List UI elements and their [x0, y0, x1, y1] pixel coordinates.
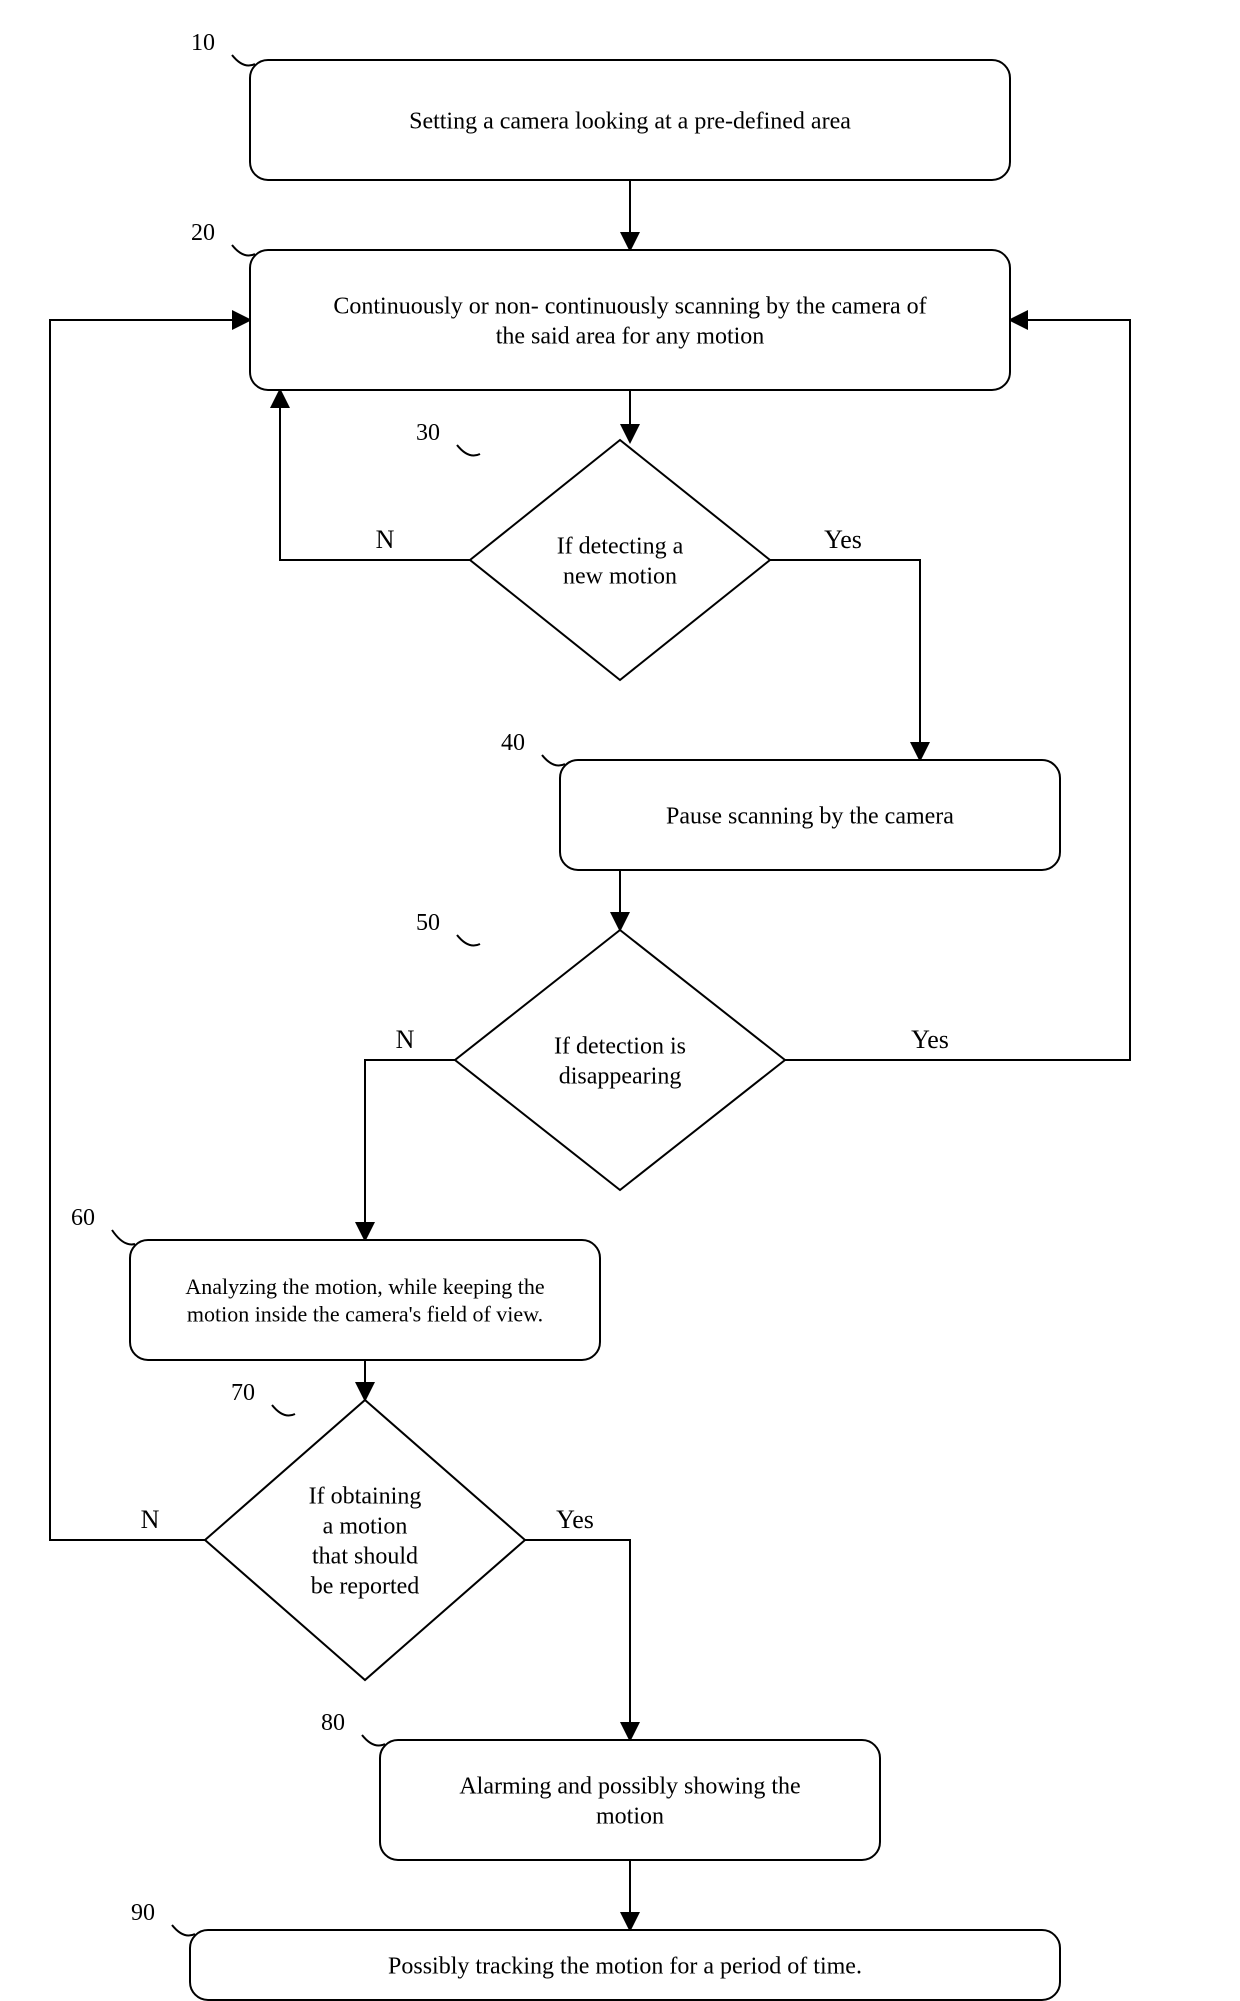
- edge-label-e50_no: N: [396, 1025, 415, 1054]
- ref-n50: 50: [416, 910, 440, 936]
- ref-hook: [272, 1405, 295, 1416]
- ref-n30: 30: [416, 420, 440, 446]
- node-n60: Analyzing the motion, while keeping them…: [71, 1205, 600, 1360]
- ref-hook: [362, 1735, 385, 1746]
- edge-label-e70_no: N: [141, 1505, 160, 1534]
- svg-text:Pause scanning by the camera: Pause scanning by the camera: [666, 803, 954, 829]
- ref-hook: [232, 55, 255, 66]
- ref-hook: [457, 445, 480, 456]
- svg-text:Possibly tracking the motion f: Possibly tracking the motion for a perio…: [388, 1953, 862, 1979]
- ref-n90: 90: [131, 1900, 155, 1926]
- ref-n20: 20: [191, 220, 215, 246]
- edge-e50_no: [365, 1060, 455, 1240]
- edge-e70_yes: [525, 1540, 630, 1740]
- node-n80: Alarming and possibly showing themotion8…: [321, 1710, 880, 1860]
- edge-label-e30_yes: Yes: [824, 525, 862, 554]
- ref-n10: 10: [191, 30, 215, 56]
- ref-hook: [457, 935, 480, 946]
- node-n30: If detecting anew motion30: [416, 420, 770, 680]
- node-n50: If detection isdisappearing50: [416, 910, 785, 1190]
- edge-label-e70_yes: Yes: [556, 1505, 594, 1534]
- node-n90: Possibly tracking the motion for a perio…: [131, 1900, 1060, 2000]
- node-n40: Pause scanning by the camera 40: [501, 730, 1060, 870]
- svg-text:Setting a camera looking at a: Setting a camera looking at a pre-define…: [409, 108, 851, 134]
- ref-hook: [112, 1230, 135, 1244]
- ref-n70: 70: [231, 1380, 255, 1406]
- ref-hook: [232, 245, 255, 256]
- node-n20: Continuously or non- continuously scanni…: [191, 220, 1010, 390]
- edge-label-e30_no: N: [376, 525, 395, 554]
- node-n10: Setting a camera looking at a pre-define…: [191, 30, 1010, 180]
- edge-e30_yes: [770, 560, 920, 760]
- node-n70: If obtaininga motionthat shouldbe report…: [205, 1380, 525, 1680]
- ref-n40: 40: [501, 730, 525, 756]
- edge-label-e50_yes: Yes: [911, 1025, 949, 1054]
- ref-n80: 80: [321, 1710, 345, 1736]
- ref-hook: [542, 755, 565, 766]
- ref-hook: [172, 1925, 195, 1936]
- flowchart: N Yes Yes N N Yes Setting a camera looking at …: [0, 0, 1240, 2001]
- ref-n60: 60: [71, 1205, 95, 1231]
- edge-e50_yes: [785, 320, 1130, 1060]
